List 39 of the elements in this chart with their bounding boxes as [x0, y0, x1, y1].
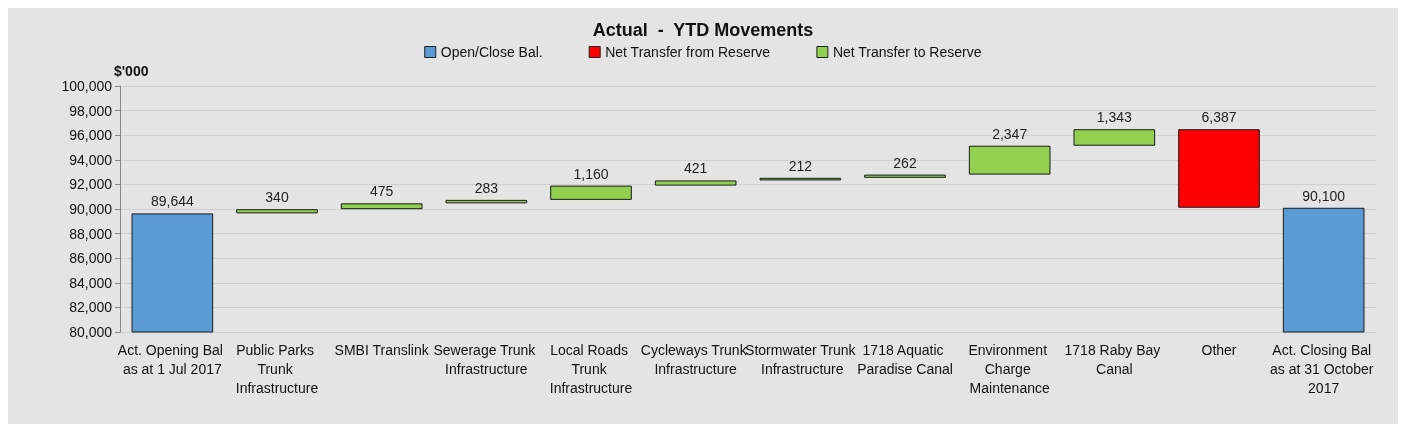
- legend-label: Open/Close Bal.: [440, 44, 543, 60]
- text: 89,644: [150, 193, 194, 210]
- y-tick-label: 84,000: [69, 274, 113, 291]
- text: 1,160: [573, 165, 609, 182]
- y-tick-label: 82,000: [69, 299, 113, 316]
- x-tick-label: 1718 Raby Bay Canal: [1064, 341, 1165, 377]
- text: 340: [265, 189, 289, 206]
- y-axis-title: $'000: [114, 63, 149, 79]
- legend-label: Net Transfer from Reserve: [605, 44, 771, 60]
- text: 262: [893, 154, 917, 171]
- x-tick-label: Local Roads Trunk Infrastructure: [549, 341, 633, 396]
- text: 283: [474, 179, 499, 196]
- y-tick-label: 86,000: [69, 250, 113, 267]
- y-tick-label: 80,000: [69, 324, 113, 340]
- x-tick-label: Act. Closing Bal as at 31 October 2017: [1269, 341, 1378, 396]
- y-tick-label: 88,000: [69, 225, 113, 242]
- x-tick-label: Stormwater Trunk Infrastructure: [745, 341, 857, 377]
- y-tick-label: 96,000: [69, 127, 113, 144]
- y-tick-label: 100,000: [61, 78, 113, 94]
- y-tick-label: 92,000: [69, 176, 113, 193]
- x-tick-label: Act. Opening Bal as at 1 Jul 2017: [117, 341, 227, 377]
- text: 1,343: [1096, 109, 1132, 126]
- y-tick-label: 94,000: [69, 151, 113, 168]
- x-tick-label: Public Parks Trunk Infrastructure: [235, 341, 319, 396]
- text: 90,100: [1302, 187, 1346, 204]
- x-tick-label: SMBI Translink: [334, 341, 430, 358]
- x-tick-label: Sewerage Trunk Infrastructure: [433, 341, 540, 377]
- y-tick-label: 98,000: [69, 102, 113, 119]
- x-tick-label: 1718 Aquatic Paradise Canal: [857, 341, 953, 377]
- x-tick-label: Environment Charge Maintenance: [968, 341, 1051, 396]
- chart-title: Actual - YTD Movements: [592, 20, 814, 40]
- text: 212: [788, 157, 813, 174]
- y-tick-label: 90,000: [69, 201, 113, 217]
- text: 2,347: [992, 125, 1028, 142]
- text: 421: [683, 160, 708, 177]
- text: 475: [369, 183, 394, 200]
- x-tick-label: Other: [1201, 341, 1237, 358]
- text: 6,387: [1201, 109, 1237, 126]
- legend-label: Net Transfer to Reserve: [832, 44, 982, 60]
